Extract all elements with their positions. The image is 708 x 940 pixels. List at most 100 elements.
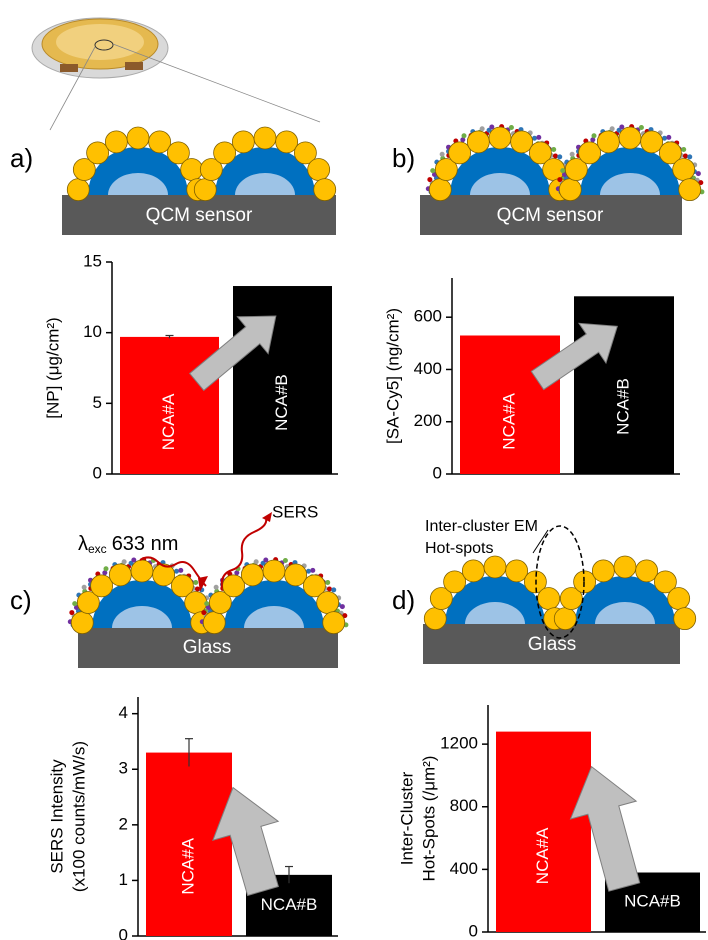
nanoparticle	[293, 141, 317, 165]
y-axis-label: [SA-Cy5] (ng/cm²)	[383, 308, 402, 444]
substrate-label: QCM sensor	[146, 205, 253, 226]
nanoparticle	[202, 611, 226, 635]
nanoparticle	[126, 126, 150, 150]
nanoparticle	[170, 574, 194, 598]
y-tick-label: 0	[93, 463, 102, 482]
protein	[557, 154, 563, 160]
category-label: NCA#A	[499, 392, 518, 449]
category-label: NCA#A	[178, 837, 197, 894]
protein	[121, 559, 127, 565]
nanoparticle	[130, 559, 154, 583]
nanoparticle	[678, 178, 702, 202]
nanoparticle	[213, 141, 237, 165]
y-tick-label: 0	[119, 925, 128, 940]
nanoparticle	[667, 587, 691, 610]
panel-label: d)	[392, 585, 415, 615]
nanoparticle	[591, 559, 615, 583]
nanoparticle	[313, 178, 337, 202]
protein	[460, 137, 466, 143]
nanoparticle	[307, 158, 331, 181]
nanoparticle	[148, 130, 172, 154]
nanoparticle	[558, 178, 582, 202]
panel-label: b)	[392, 143, 415, 173]
y-tick-label: 4	[119, 703, 128, 722]
nanoparticle	[253, 126, 277, 150]
protein	[590, 137, 596, 143]
y-tick-label: 2	[119, 814, 128, 833]
nanoparticle	[429, 587, 453, 610]
protein	[591, 133, 597, 139]
nanoparticle	[578, 141, 602, 165]
y-tick-label: 1	[119, 870, 128, 889]
nanoparticle	[104, 130, 128, 154]
nanoparticle	[434, 158, 458, 181]
nanoparticle	[564, 158, 588, 181]
y-axis-label: Hot-Spots (/μm²)	[419, 756, 438, 882]
y-tick-label: 400	[450, 859, 478, 878]
nanoparticle	[466, 130, 490, 154]
nanoparticle	[90, 574, 114, 598]
protein	[569, 151, 575, 157]
y-tick-label: 600	[414, 307, 442, 326]
nanoparticle	[193, 178, 217, 202]
nanoparticle	[461, 559, 485, 583]
lambda: λ	[78, 533, 88, 555]
bar	[496, 731, 591, 932]
protein	[486, 127, 492, 133]
protein	[536, 134, 542, 140]
y-axis-label: (x100 counts/mW/s)	[69, 741, 88, 892]
nanoparticle	[166, 141, 190, 165]
core	[108, 173, 168, 195]
protein	[103, 566, 109, 572]
y-tick-label: 0	[433, 463, 442, 482]
nanoparticle	[528, 141, 552, 165]
category-label: NCA#B	[613, 378, 632, 435]
nanoparticle	[76, 591, 100, 614]
category-label: NCA#A	[159, 393, 178, 450]
nanoparticle	[653, 570, 677, 594]
protein	[306, 568, 311, 574]
core	[465, 602, 525, 624]
schematics	[62, 124, 705, 668]
substrate-label: QCM sensor	[497, 205, 604, 226]
protein	[194, 586, 200, 592]
protein	[609, 126, 615, 132]
nanoparticle	[443, 570, 467, 594]
protein	[461, 133, 467, 139]
nanoparticle	[180, 158, 204, 181]
nanoparticle	[302, 574, 326, 598]
protein	[193, 579, 199, 585]
nanoparticle	[658, 141, 682, 165]
nanoparticle	[635, 559, 659, 583]
protein	[427, 177, 433, 183]
nanoparticle	[483, 555, 507, 579]
core	[244, 606, 304, 628]
y-axis-label: [NP] (μg/cm²)	[43, 317, 62, 418]
nanoparticle	[505, 559, 529, 583]
protein	[339, 604, 345, 610]
protein	[551, 146, 557, 152]
y-axis-label: SERS Intensity	[47, 759, 66, 874]
bar	[146, 752, 232, 936]
bar	[120, 336, 219, 474]
nanoparticle	[428, 178, 452, 202]
nanoparticle	[618, 126, 642, 150]
protein	[69, 610, 75, 616]
nanoparticle	[640, 130, 664, 154]
nanoparticle	[510, 130, 534, 154]
y-tick-label: 200	[414, 411, 442, 430]
core	[235, 173, 295, 195]
nanoparticle	[596, 130, 620, 154]
protein	[695, 171, 701, 177]
nanoparticle	[108, 563, 132, 587]
protein	[310, 567, 316, 573]
nanoparticle	[208, 591, 232, 614]
nanoparticle	[673, 607, 697, 631]
protein	[260, 560, 266, 566]
hotspot-label: Inter-cluster EM	[425, 518, 538, 535]
trend-arrow	[530, 322, 618, 391]
nanoparticle	[316, 591, 340, 614]
nanoparticle	[275, 130, 299, 154]
category-label: NCA#B	[261, 895, 318, 914]
